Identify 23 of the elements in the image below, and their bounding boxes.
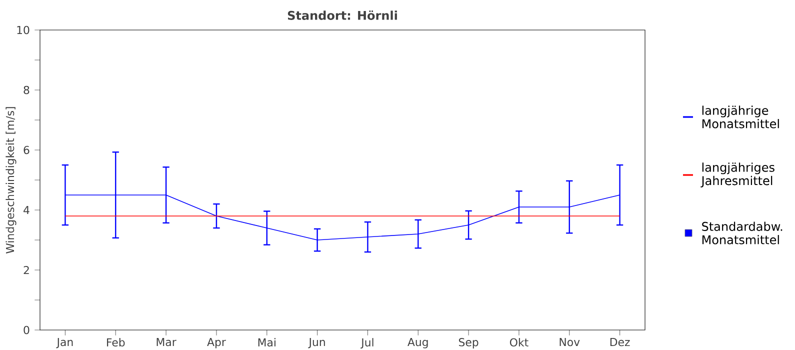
x-tick-label: Apr — [207, 338, 226, 348]
y-tick-label: 0 — [24, 326, 30, 334]
y-tick-label: 10 — [17, 26, 30, 34]
x-tick-label: Sep — [458, 338, 478, 348]
x-tick-label: Mai — [258, 338, 276, 346]
y-tick-label: 8 — [24, 86, 30, 94]
legend-label: langjähriges Jahresmittel — [700, 162, 774, 188]
x-tick-label: Aug — [408, 338, 428, 348]
legend-label: langjährige Monatsmittel — [702, 106, 779, 128]
x-tick-label: Okt — [510, 338, 528, 346]
chart-title: Standort: Hörnli — [288, 10, 397, 20]
text: Standardabw. Monatsmittel — [702, 222, 782, 244]
y-tick-label: 4 — [24, 206, 30, 214]
y-tick-label: 2 — [24, 266, 29, 274]
x-tick-label: Jan — [56, 338, 73, 348]
y-axis-title: Windgeschwindigkeit [m/s] — [6, 107, 16, 254]
x-tick-label: Feb — [107, 338, 125, 346]
x-tick-label: Dez — [610, 338, 630, 346]
x-tick-label: Nov — [560, 338, 580, 346]
x-tick-label: Jul — [360, 338, 374, 349]
y-tick-label: 6 — [24, 146, 30, 154]
x-tick-label: Mar — [156, 338, 176, 346]
x-tick-label: Jun — [308, 338, 325, 348]
